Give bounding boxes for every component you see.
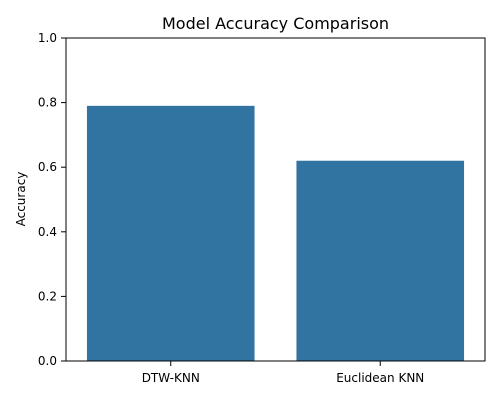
bar-euclidean-knn	[296, 160, 465, 361]
plot-frame	[65, 37, 486, 362]
y-tick-label: 0.4	[38, 225, 57, 239]
x-tick-label: DTW-KNN	[142, 371, 200, 385]
chart-title: Model Accuracy Comparison	[162, 14, 389, 33]
bar-dtw-knn	[86, 105, 255, 361]
bars-group	[86, 105, 465, 361]
y-axis-ticks: 0.0 0.2 0.4 0.6 0.8 1.0	[38, 31, 66, 368]
y-axis-label: Accuracy	[14, 172, 28, 227]
y-tick-label: 0.0	[38, 354, 57, 368]
y-tick-label: 1.0	[38, 31, 57, 45]
y-tick-label: 0.8	[38, 96, 57, 110]
axes-frame	[65, 37, 486, 362]
y-tick-label: 0.2	[38, 289, 57, 303]
x-axis-ticks: DTW-KNN Euclidean KNN	[142, 361, 424, 385]
y-tick-label: 0.6	[38, 160, 57, 174]
x-tick-label: Euclidean KNN	[336, 371, 424, 385]
